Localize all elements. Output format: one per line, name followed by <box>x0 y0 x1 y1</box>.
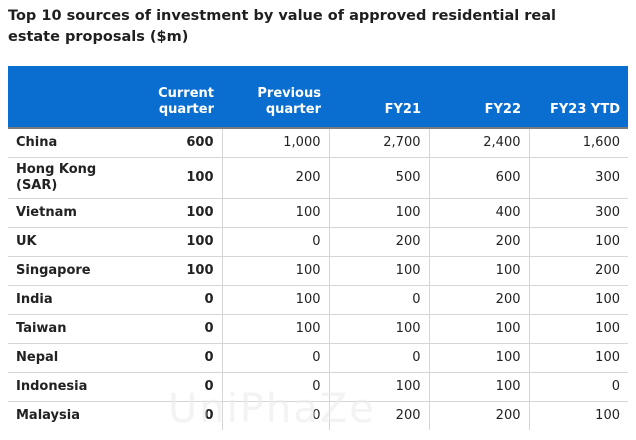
fy22-cell: 600 <box>428 157 529 199</box>
fy21-cell: 0 <box>328 343 429 373</box>
country-cell: India <box>8 285 115 315</box>
current-quarter-cell: 0 <box>115 314 222 344</box>
fy23-ytd-cell: 300 <box>528 157 628 199</box>
previous-quarter-cell: 1,000 <box>221 127 329 158</box>
fy23-ytd-cell: 300 <box>528 198 628 228</box>
country-cell: Hong Kong (SAR) <box>8 157 115 199</box>
table-row: Taiwan 0 100 100 100 100 <box>8 314 628 344</box>
header-fy21: FY21 <box>329 66 429 128</box>
fy23-ytd-cell: 100 <box>528 314 628 344</box>
previous-quarter-cell: 100 <box>221 285 329 315</box>
country-cell: Taiwan <box>8 314 115 344</box>
country-cell: UK <box>8 227 115 257</box>
header-fy23-ytd: FY23 YTD <box>529 66 628 128</box>
fy23-ytd-cell: 1,600 <box>528 127 628 158</box>
current-quarter-cell: 100 <box>115 198 222 228</box>
previous-quarter-cell: 0 <box>221 372 329 402</box>
fy21-cell: 100 <box>328 198 429 228</box>
investment-table: Current quarter Previous quarter FY21 FY… <box>8 66 628 430</box>
fy23-ytd-cell: 0 <box>528 372 628 402</box>
fy21-cell: 100 <box>328 256 429 286</box>
fy21-cell: 100 <box>328 314 429 344</box>
previous-quarter-cell: 0 <box>221 227 329 257</box>
country-cell: Nepal <box>8 343 115 373</box>
fy22-cell: 200 <box>428 285 529 315</box>
country-cell: Indonesia <box>8 372 115 402</box>
fy21-cell: 2,700 <box>328 127 429 158</box>
table-row: India 0 100 0 200 100 <box>8 285 628 315</box>
fy22-cell: 100 <box>428 372 529 402</box>
header-current-quarter: Current quarter <box>115 66 222 128</box>
fy21-cell: 100 <box>328 372 429 402</box>
table-title: Top 10 sources of investment by value of… <box>8 8 557 45</box>
country-cell: Singapore <box>8 256 115 286</box>
fy22-cell: 100 <box>428 343 529 373</box>
fy23-ytd-cell: 200 <box>528 256 628 286</box>
table-row: China 600 1,000 2,700 2,400 1,600 <box>8 127 628 158</box>
fy22-cell: 100 <box>428 314 529 344</box>
previous-quarter-cell: 0 <box>221 343 329 373</box>
country-cell: Malaysia <box>8 401 115 430</box>
header-row: Current quarter Previous quarter FY21 FY… <box>8 66 628 128</box>
table-row: Nepal 0 0 0 100 100 <box>8 343 628 373</box>
current-quarter-cell: 100 <box>115 227 222 257</box>
table-row: Singapore 100 100 100 100 200 <box>8 256 628 286</box>
fy23-ytd-cell: 100 <box>528 343 628 373</box>
fy22-cell: 200 <box>428 227 529 257</box>
fy22-cell: 200 <box>428 401 529 430</box>
previous-quarter-cell: 0 <box>221 401 329 430</box>
previous-quarter-cell: 100 <box>221 198 329 228</box>
fy21-cell: 500 <box>328 157 429 199</box>
table-row: UK 100 0 200 200 100 <box>8 227 628 257</box>
fy21-cell: 0 <box>328 285 429 315</box>
previous-quarter-cell: 200 <box>221 157 329 199</box>
current-quarter-cell: 0 <box>115 343 222 373</box>
fy23-ytd-cell: 100 <box>528 401 628 430</box>
header-previous-quarter: Previous quarter <box>222 66 329 128</box>
table-row: Indonesia 0 0 100 100 0 <box>8 372 628 402</box>
fy22-cell: 400 <box>428 198 529 228</box>
current-quarter-cell: 100 <box>115 157 222 199</box>
fy22-cell: 2,400 <box>428 127 529 158</box>
current-quarter-cell: 100 <box>115 256 222 286</box>
previous-quarter-cell: 100 <box>221 314 329 344</box>
table-row: Malaysia 0 0 200 200 100 <box>8 401 628 430</box>
fy23-ytd-cell: 100 <box>528 227 628 257</box>
current-quarter-cell: 0 <box>115 285 222 315</box>
previous-quarter-cell: 100 <box>221 256 329 286</box>
current-quarter-cell: 0 <box>115 372 222 402</box>
table-row: Hong Kong (SAR) 100 200 500 600 300 <box>8 157 628 199</box>
fy22-cell: 100 <box>428 256 529 286</box>
fy21-cell: 200 <box>328 401 429 430</box>
country-cell: China <box>8 127 115 158</box>
fy23-ytd-cell: 100 <box>528 285 628 315</box>
fy21-cell: 200 <box>328 227 429 257</box>
current-quarter-cell: 600 <box>115 127 222 158</box>
country-cell: Vietnam <box>8 198 115 228</box>
header-country <box>8 66 115 128</box>
header-fy22: FY22 <box>429 66 529 128</box>
table-row: Vietnam 100 100 100 400 300 <box>8 198 628 228</box>
current-quarter-cell: 0 <box>115 401 222 430</box>
